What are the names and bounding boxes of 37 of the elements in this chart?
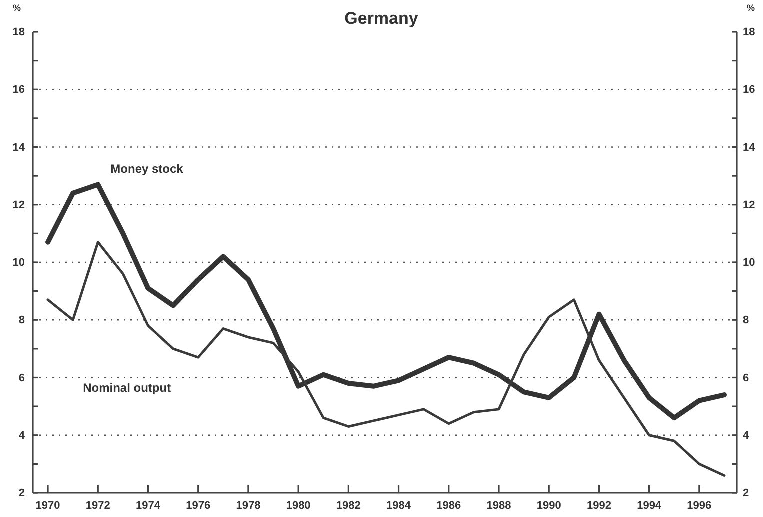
y-tick-label: 16 xyxy=(12,84,25,96)
x-tick-label: 1990 xyxy=(536,500,562,512)
y-tick-label: 18 xyxy=(12,26,25,39)
y-tick-label: 10 xyxy=(12,257,25,270)
y2-tick-label: 18 xyxy=(743,26,756,39)
y2-tick-label: 14 xyxy=(743,142,756,154)
y-tick-label: 6 xyxy=(18,372,25,384)
x-tick-label: 1976 xyxy=(186,500,211,512)
y2-tick-label: 8 xyxy=(743,314,750,327)
text: Nominal output xyxy=(83,381,172,396)
y-tick-label: 12 xyxy=(12,199,25,212)
x-tick-label: 1974 xyxy=(136,500,162,512)
y2-tick-label: 12 xyxy=(743,199,756,212)
x-tick-label: 1996 xyxy=(687,500,712,512)
y-tick-label: 4 xyxy=(18,430,26,442)
y2-tick-label: 6 xyxy=(743,372,750,384)
y-tick-label: 8 xyxy=(18,314,25,327)
x-tick-label: 1994 xyxy=(637,500,662,512)
x-tick-label: 1986 xyxy=(436,500,462,512)
x-tick-label: 1992 xyxy=(586,500,612,512)
series-label: Money stock xyxy=(110,162,184,176)
x-tick-label: 1988 xyxy=(486,500,512,512)
y-tick-label: 2 xyxy=(18,488,25,500)
x-tick-label: 1980 xyxy=(286,500,311,512)
x-tick-label: 1970 xyxy=(36,500,60,512)
y2-tick-label: 16 xyxy=(743,84,756,96)
y2-tick-label: 2 xyxy=(743,488,750,500)
x-tick-label: 1984 xyxy=(386,500,412,512)
x-tick-label: 1982 xyxy=(336,500,361,512)
x-tick-label: 1978 xyxy=(236,500,261,512)
y2-axis-title: % xyxy=(746,3,756,13)
chart-title: Germany xyxy=(344,9,419,28)
y-tick-label: 14 xyxy=(12,142,26,154)
y2-tick-label: 4 xyxy=(743,430,750,442)
x-tick-label: 1972 xyxy=(86,500,110,512)
y2-tick-label: 10 xyxy=(743,257,756,270)
y-axis-title: % xyxy=(12,3,22,13)
